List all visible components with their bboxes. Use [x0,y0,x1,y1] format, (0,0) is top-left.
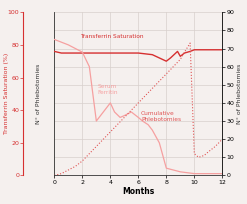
Text: Transferrin Saturation: Transferrin Saturation [80,34,143,39]
Text: N° of Phlebotomies: N° of Phlebotomies [36,64,41,124]
Text: Transferrin Saturation (%): Transferrin Saturation (%) [4,53,9,134]
Text: Cumulative
Phlebotomies: Cumulative Phlebotomies [141,111,181,122]
Text: Serum
Ferritin: Serum Ferritin [98,84,118,95]
X-axis label: Months: Months [122,187,154,196]
Y-axis label: N° of Phlebotomies: N° of Phlebotomies [237,64,242,124]
